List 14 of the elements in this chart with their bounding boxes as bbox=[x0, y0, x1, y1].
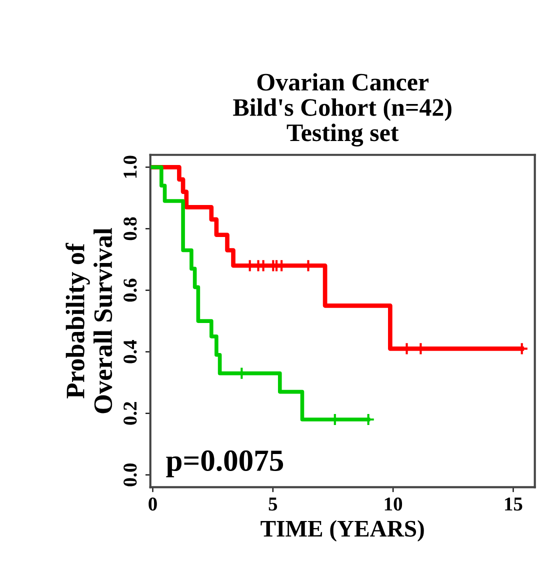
x-axis-title: TIME (YEARS) bbox=[260, 520, 424, 542]
y-tick-label: 0.8 bbox=[124, 217, 137, 240]
y-tick-label: 0.4 bbox=[124, 340, 137, 364]
chart-title: Ovarian Cancer Bild's Cohort (n=42) Testing set bbox=[233, 73, 452, 146]
x-tick-label: 0 bbox=[148, 497, 157, 511]
x-tick-label: 10 bbox=[384, 497, 402, 511]
y-tick-label: 0.0 bbox=[124, 463, 137, 486]
x-tick-label: 15 bbox=[505, 498, 522, 511]
y-tick-label: 1.0 bbox=[124, 156, 137, 178]
y-tick-label: 0.6 bbox=[124, 278, 137, 302]
y-tick-label: 0.2 bbox=[124, 402, 137, 425]
annotation: p=0.0075 bbox=[166, 450, 284, 478]
x-tick-label: 5 bbox=[268, 498, 278, 511]
y-axis-title: Probability of Overall Survival bbox=[66, 228, 112, 414]
